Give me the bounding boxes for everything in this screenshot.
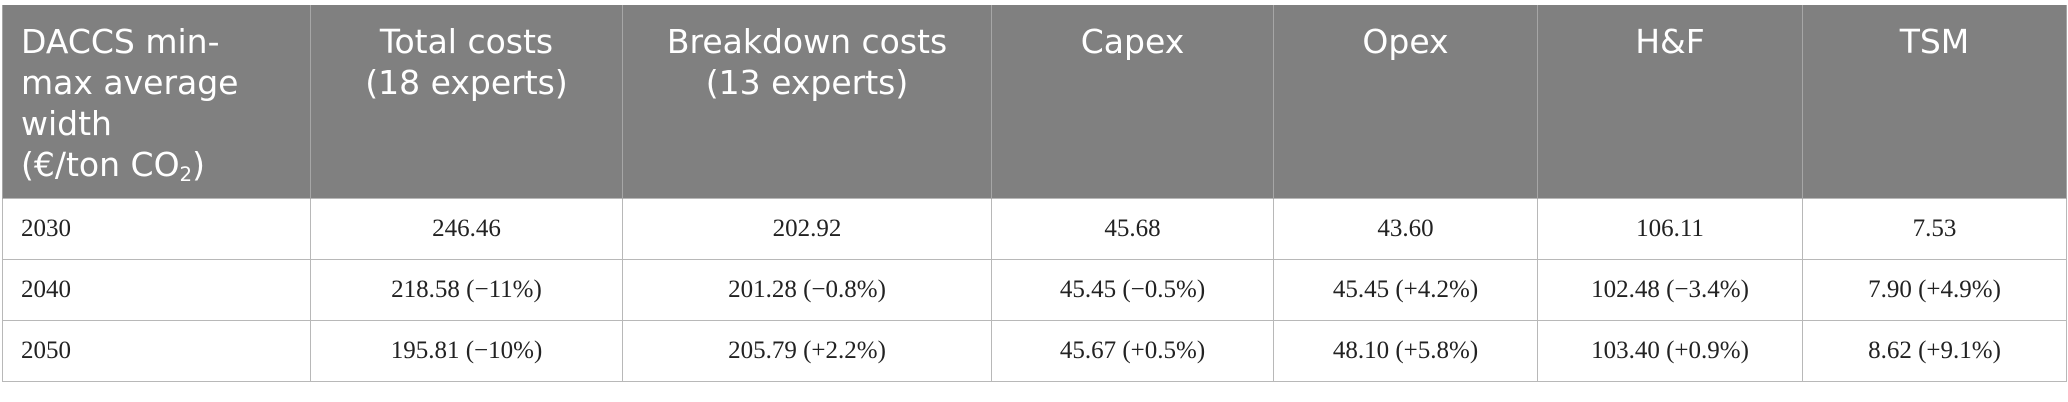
cell-breakdown-costs: 201.28 (−0.8%) [622, 258, 992, 321]
cell-capex: 45.45 (−0.5%) [991, 258, 1274, 321]
header-line: Total costs [379, 22, 554, 61]
header-line: (18 experts) [365, 63, 568, 102]
header-opex: Opex [1273, 5, 1538, 198]
cell-opex: 43.60 [1273, 197, 1538, 260]
table-header: DACCS min- max average width (€/ton CO2)… [2, 5, 2067, 198]
cell-breakdown-costs: 205.79 (+2.2%) [622, 319, 992, 382]
cell-total-costs: 246.46 [310, 197, 623, 260]
header-daccs-width: DACCS min- max average width (€/ton CO2) [2, 5, 311, 198]
table-row: 2040 218.58 (−11%) 201.28 (−0.8%) 45.45 … [2, 258, 2067, 321]
cell-breakdown-costs: 202.92 [622, 197, 992, 260]
unit-subscript: 2 [179, 162, 193, 186]
header-line: (13 experts) [705, 63, 909, 102]
daccs-cost-table: DACCS min- max average width (€/ton CO2)… [2, 5, 2067, 382]
header-line: max average [21, 63, 239, 102]
table-row: 2050 195.81 (−10%) 205.79 (+2.2%) 45.67 … [2, 319, 2067, 382]
unit-prefix: (€/ton CO [21, 145, 180, 184]
cell-opex: 48.10 (+5.8%) [1273, 319, 1538, 382]
cell-capex: 45.68 [991, 197, 1274, 260]
cost-table-container: DACCS min- max average width (€/ton CO2)… [2, 5, 2067, 382]
cell-total-costs: 195.81 (−10%) [310, 319, 623, 382]
header-tsm: TSM [1802, 5, 2067, 198]
header-breakdown-costs: Breakdown costs (13 experts) [622, 5, 992, 198]
cell-capex: 45.67 (+0.5%) [991, 319, 1274, 382]
unit-suffix: ) [192, 145, 206, 184]
cell-tsm: 8.62 (+9.1%) [1802, 319, 2067, 382]
row-year: 2030 [2, 197, 311, 260]
header-line: TSM [1899, 22, 1970, 61]
header-line: width [21, 104, 112, 143]
cell-hf: 103.40 (+0.9%) [1537, 319, 1803, 382]
cell-opex: 45.45 (+4.2%) [1273, 258, 1538, 321]
table-row: 2030 246.46 202.92 45.68 43.60 106.11 7.… [2, 197, 2067, 260]
header-line: H&F [1635, 22, 1705, 61]
row-year: 2040 [2, 258, 311, 321]
header-total-costs: Total costs (18 experts) [310, 5, 623, 198]
cell-hf: 106.11 [1537, 197, 1803, 260]
header-line: Breakdown costs [666, 22, 948, 61]
header-line: Capex [1080, 22, 1185, 61]
header-row: DACCS min- max average width (€/ton CO2)… [2, 5, 2067, 198]
header-capex: Capex [991, 5, 1274, 198]
cell-tsm: 7.90 (+4.9%) [1802, 258, 2067, 321]
cell-total-costs: 218.58 (−11%) [310, 258, 623, 321]
table-body: 2030 246.46 202.92 45.68 43.60 106.11 7.… [2, 197, 2067, 382]
header-line: Opex [1362, 22, 1449, 61]
header-unit: (€/ton CO2) [21, 144, 294, 185]
cell-hf: 102.48 (−3.4%) [1537, 258, 1803, 321]
header-line: DACCS min- [21, 22, 220, 61]
header-hf: H&F [1537, 5, 1803, 198]
cell-tsm: 7.53 [1802, 197, 2067, 260]
row-year: 2050 [2, 319, 311, 382]
